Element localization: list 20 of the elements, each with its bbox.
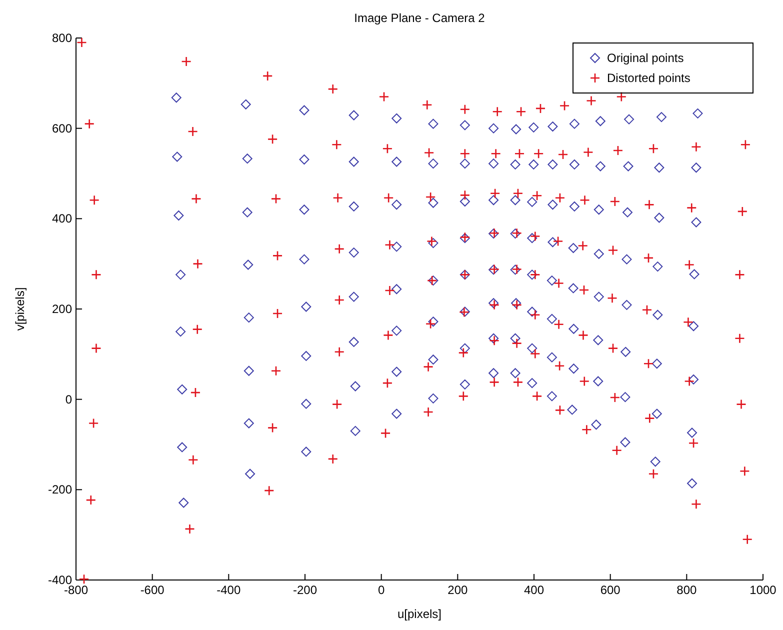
y-tick-label: -200 [48,482,72,497]
x-tick-label: 1000 [750,583,777,597]
y-axis-title: v[pixels] [13,287,27,331]
x-tick-label: -400 [216,583,241,597]
x-tick-label: -200 [292,583,318,597]
chart-title: Image Plane - Camera 2 [354,11,486,25]
x-tick-label: 800 [676,583,697,597]
y-tick-label: 200 [52,302,72,316]
x-tick-label: 200 [448,583,468,597]
x-tick-label: 600 [600,583,621,597]
x-axis-title: u[pixels] [397,607,442,621]
legend-label: Original points [607,51,684,65]
y-tick-label: 800 [52,31,72,45]
legend-label: Distorted points [607,71,690,85]
y-tick-label: 600 [52,121,72,136]
x-tick-label: 400 [524,583,544,597]
y-tick-label: 400 [52,212,72,226]
x-tick-label: -600 [140,583,165,597]
x-tick-label: 0 [378,583,385,597]
y-tick-label: 0 [65,392,72,406]
